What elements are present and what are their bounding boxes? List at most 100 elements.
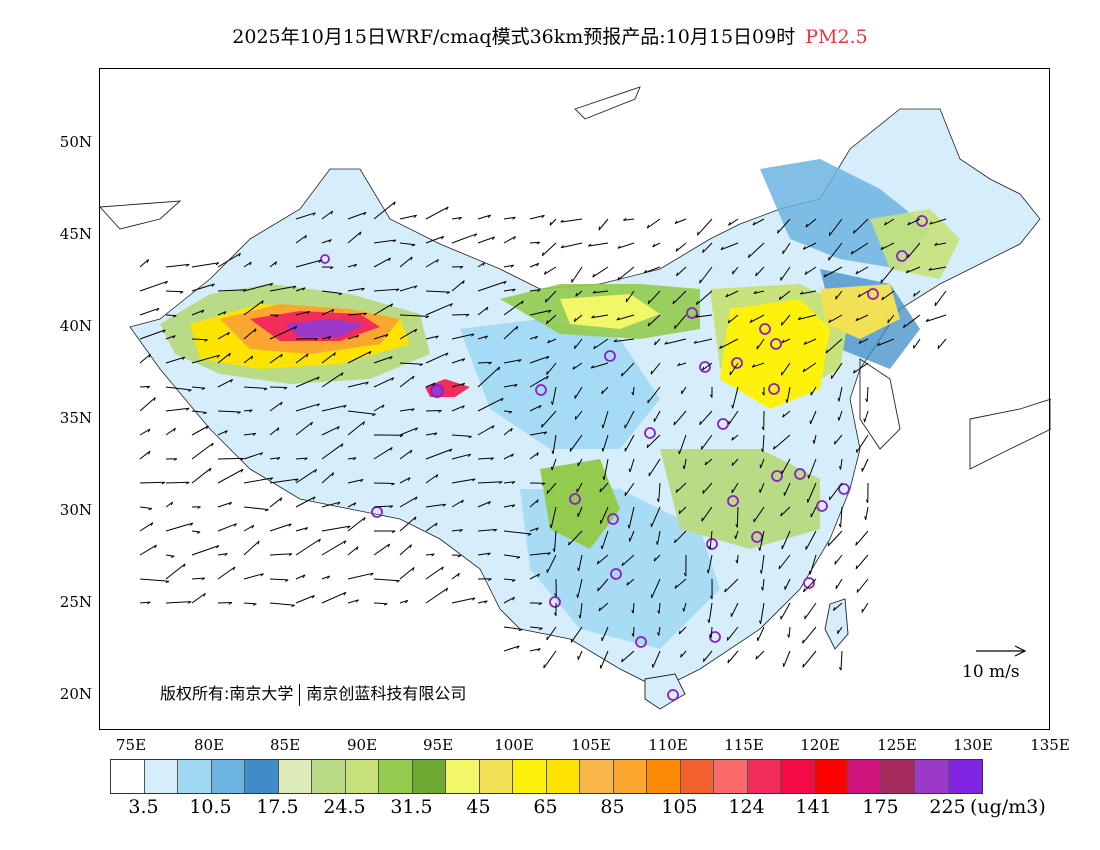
wind-vector <box>646 434 661 449</box>
wind-vector <box>269 578 289 581</box>
wind-vector <box>477 397 504 412</box>
wind-vector <box>752 362 765 368</box>
city-marker-jinan <box>768 383 780 395</box>
wind-vector-head <box>543 271 547 275</box>
wind-vector-head <box>474 233 478 237</box>
wind-vector-head <box>652 243 656 248</box>
wind-vector-head <box>486 306 489 311</box>
wind-vector <box>601 386 609 395</box>
wind-vector <box>729 362 739 376</box>
wind-vector-head <box>553 612 557 617</box>
wind-vector <box>550 506 557 529</box>
wind-vector-head <box>147 601 151 605</box>
wind-vector <box>696 290 713 305</box>
city-marker-nanning <box>635 636 647 648</box>
wind-vector <box>546 362 557 376</box>
wind-vector <box>191 262 219 268</box>
wind-vector <box>451 572 460 580</box>
wind-vector <box>907 242 921 259</box>
wind-vector <box>425 503 446 508</box>
wind-vector <box>541 242 557 257</box>
wind-vector-head <box>343 540 347 544</box>
wind-vector <box>321 308 335 316</box>
wind-vector <box>347 546 359 556</box>
wind-vector <box>347 231 362 244</box>
wind-vector <box>217 378 233 388</box>
colorbar-tick-label: 31.5 <box>390 796 433 818</box>
wind-vector <box>217 410 241 413</box>
wind-vector-head <box>578 614 581 619</box>
wind-vector-head <box>228 602 233 605</box>
colorbar-swatch <box>647 760 681 793</box>
wind-vector-head <box>365 381 369 385</box>
wind-vector-head <box>414 328 418 333</box>
wind-vector <box>139 522 154 532</box>
wind-vector-head <box>471 333 475 337</box>
wind-vector-head <box>865 398 868 403</box>
wind-vector-head <box>537 648 541 652</box>
wind-vector <box>658 602 661 614</box>
wind-vector-head <box>551 450 554 454</box>
wind-vector-head <box>445 352 449 357</box>
city-marker-shanghai <box>838 483 850 495</box>
wind-vector-head <box>855 565 858 570</box>
wind-vector-head <box>462 358 466 362</box>
wind-vector <box>884 218 895 226</box>
wind-vector-head <box>543 431 548 435</box>
colorbar-swatch <box>178 760 212 793</box>
city-markers <box>320 215 928 701</box>
city-marker-changchun <box>896 250 908 262</box>
colorbar-tick-label: 85 <box>600 796 625 818</box>
wind-vector-head <box>907 254 909 258</box>
wind-vector-head <box>484 335 488 339</box>
wind-vector-head <box>196 531 201 534</box>
wind-vector <box>857 290 869 298</box>
wind-vector <box>347 517 366 532</box>
wind-vector-head <box>657 632 660 636</box>
wind-vector <box>707 554 713 574</box>
wind-vector <box>451 478 476 484</box>
wind-vector <box>295 527 308 532</box>
wind-vector <box>373 602 388 605</box>
wind-vector <box>477 366 501 388</box>
wind-vector-head <box>621 658 624 663</box>
wind-vector <box>592 290 609 294</box>
wind-vector-head <box>316 376 320 381</box>
wind-vector <box>731 458 739 467</box>
wind-vector-head <box>758 547 761 551</box>
wind-vector <box>321 443 344 460</box>
wind-vector-head <box>457 554 462 558</box>
wind-vector-head <box>329 266 334 270</box>
wind-vector-head <box>356 334 360 339</box>
wind-vector <box>783 482 791 496</box>
wind-vector <box>828 242 843 261</box>
wind-vector <box>243 477 273 484</box>
wind-vector <box>321 210 333 220</box>
wind-vector-head <box>318 259 322 263</box>
colorbar-swatch <box>245 760 279 793</box>
wind-vector-head <box>306 353 309 358</box>
wind-vector <box>347 572 374 580</box>
wind-vector-head <box>678 450 680 455</box>
wind-vector <box>503 300 524 316</box>
wind-vector <box>217 468 244 484</box>
wind-vector-head <box>709 634 712 639</box>
city-marker-yinchuan <box>604 350 616 362</box>
colorbar-swatch <box>546 760 580 793</box>
wind-vector-head <box>541 252 544 256</box>
wind-vector <box>425 553 435 556</box>
wind-vector-head <box>838 523 842 528</box>
wind-vector <box>837 626 843 634</box>
wind-vector <box>601 626 609 642</box>
wind-vector-head <box>399 434 404 438</box>
wind-vector-head <box>201 309 205 314</box>
wind-vector-head <box>449 448 453 453</box>
wind-vector <box>546 626 557 641</box>
wind-vector-head <box>328 239 332 243</box>
green-region-sichuan <box>540 459 620 549</box>
wind-vector-head <box>280 353 283 358</box>
colorbar-swatch <box>613 760 647 793</box>
wind-vector <box>672 290 687 305</box>
wind-vector <box>217 430 228 436</box>
wind-vector <box>762 578 765 591</box>
